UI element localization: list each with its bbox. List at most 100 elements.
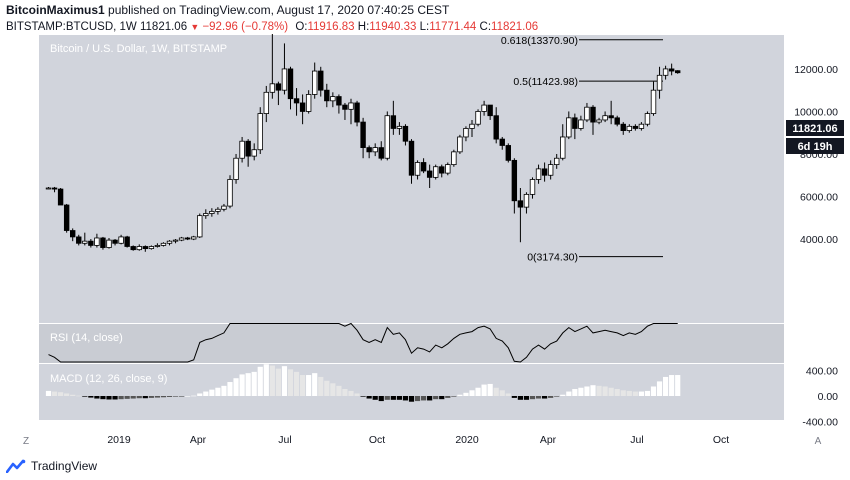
candle-body <box>227 179 233 207</box>
macd-bar <box>650 386 657 396</box>
candle-body <box>668 68 675 72</box>
symbol-line: BITSTAMP:BTCUSD, 1W 11821.06 ▼ −92.96 (−… <box>6 19 844 35</box>
macd-bar <box>154 396 160 398</box>
candle-body <box>245 140 251 157</box>
macd-bar <box>336 385 342 396</box>
macd-bar <box>227 382 233 396</box>
candle-body <box>529 179 536 195</box>
macd-bar <box>505 393 511 396</box>
rsi-line <box>48 322 678 363</box>
macd-bar <box>166 396 173 397</box>
candle-body <box>614 117 620 125</box>
macd-axis-tick-label: 400.00 <box>806 366 838 378</box>
time-axis-tick-label: Oct <box>713 434 729 446</box>
macd-bar <box>348 390 354 396</box>
author-name[interactable]: BitcoinMaximus1 <box>6 3 105 17</box>
candle-body <box>263 91 269 114</box>
macd-bar <box>51 391 58 396</box>
macd-bar <box>179 396 185 397</box>
candle-body <box>311 70 318 95</box>
macd-bar <box>390 396 396 400</box>
macd-bar <box>566 391 572 396</box>
macd-bar <box>275 368 281 396</box>
down-triangle-icon: ▼ <box>190 22 200 32</box>
macd-histogram <box>45 364 681 402</box>
macd-bar <box>342 389 348 396</box>
candle-body <box>118 236 124 244</box>
macd-bar <box>638 391 644 396</box>
tradingview-logo-icon[interactable] <box>6 459 26 473</box>
candle-body <box>481 104 487 112</box>
macd-bar <box>64 393 70 396</box>
chart-header: BitcoinMaximus1 published on TradingView… <box>6 2 844 35</box>
candle-body <box>547 164 554 176</box>
macd-bar <box>602 386 608 396</box>
macd-bar <box>263 364 269 396</box>
macd-bar <box>620 390 626 396</box>
symbol-label: BITSTAMP:BTCUSD, 1W <box>6 21 137 33</box>
price-axis[interactable]: 16000.0014000.0012000.0010000.008000.006… <box>794 34 838 428</box>
candle-body <box>457 136 463 153</box>
candle-body <box>384 115 390 159</box>
macd-bar <box>124 396 130 399</box>
macd-bar <box>148 396 154 398</box>
macd-axis-tick-label: 0.00 <box>818 391 839 403</box>
macd-bar <box>318 376 324 396</box>
chart-canvas[interactable]: 0.618(13370.90) 0.5(11423.98) 0(3174.30) B… <box>0 34 850 454</box>
macd-bar <box>324 380 330 396</box>
candle-body <box>354 102 360 123</box>
candle-body <box>94 237 100 246</box>
macd-bar <box>330 383 336 396</box>
candle-body <box>469 123 475 129</box>
macd-label: MACD (12, 26, close, 9) <box>50 373 167 385</box>
published-text: published on TradingView.com, August 17,… <box>108 3 450 17</box>
candle-body <box>366 147 372 153</box>
candle-body <box>656 74 663 91</box>
time-axis-tick-label: Oct <box>369 434 385 446</box>
time-axis-tick-label: Apr <box>540 434 557 446</box>
macd-bar <box>487 383 493 396</box>
last-price-tag-text: 11821.06 <box>792 123 837 135</box>
candle-body <box>662 68 669 76</box>
fibonacci-levels[interactable]: 0.618(13370.90) 0.5(11423.98) 0(3174.30) <box>501 35 663 264</box>
ohlc-low-value: 11771.44 <box>429 21 477 33</box>
candle-body <box>136 246 142 251</box>
candle-body <box>70 230 76 238</box>
macd-bar <box>535 396 542 399</box>
candle-body <box>178 237 185 241</box>
macd-bar <box>396 396 402 400</box>
auto-scale-icon[interactable]: A <box>815 436 822 447</box>
publish-line: BitcoinMaximus1 published on TradingView… <box>6 2 844 19</box>
macd-bar <box>76 395 82 397</box>
zoom-icon[interactable]: Z <box>23 436 29 447</box>
time-axis[interactable]: 2019 Apr Jul Oct 2020 Apr Jul Oct <box>107 434 729 446</box>
macd-bar <box>632 391 638 396</box>
macd-bar <box>221 385 227 396</box>
candle-body <box>535 168 542 180</box>
candle-body <box>257 113 263 151</box>
macd-bar <box>160 396 167 398</box>
macd-bar <box>45 390 52 396</box>
macd-bar <box>644 390 651 396</box>
time-axis-tick-label: Jul <box>630 434 643 446</box>
candle-body <box>414 162 421 176</box>
candle-body <box>620 123 626 131</box>
macd-bar <box>306 375 312 396</box>
candle-body <box>463 128 469 138</box>
rsi-level-label: 70.00 <box>4 322 30 334</box>
candle-body <box>342 104 348 110</box>
macd-bar <box>281 366 288 396</box>
candle-body <box>523 193 530 208</box>
candle-body <box>541 168 548 176</box>
candle-body <box>632 125 639 129</box>
macd-bar <box>209 389 215 396</box>
macd-bar <box>312 373 318 396</box>
price-axis-tick-label: 12000.00 <box>794 64 838 76</box>
last-price: 11821.06 <box>139 21 188 33</box>
candle-body <box>578 119 584 129</box>
candle-body <box>451 151 457 166</box>
tradingview-brand[interactable]: TradingView <box>31 459 98 473</box>
time-axis-tick-label: Apr <box>190 434 207 446</box>
candle-body <box>269 83 276 93</box>
macd-bar <box>656 381 663 396</box>
